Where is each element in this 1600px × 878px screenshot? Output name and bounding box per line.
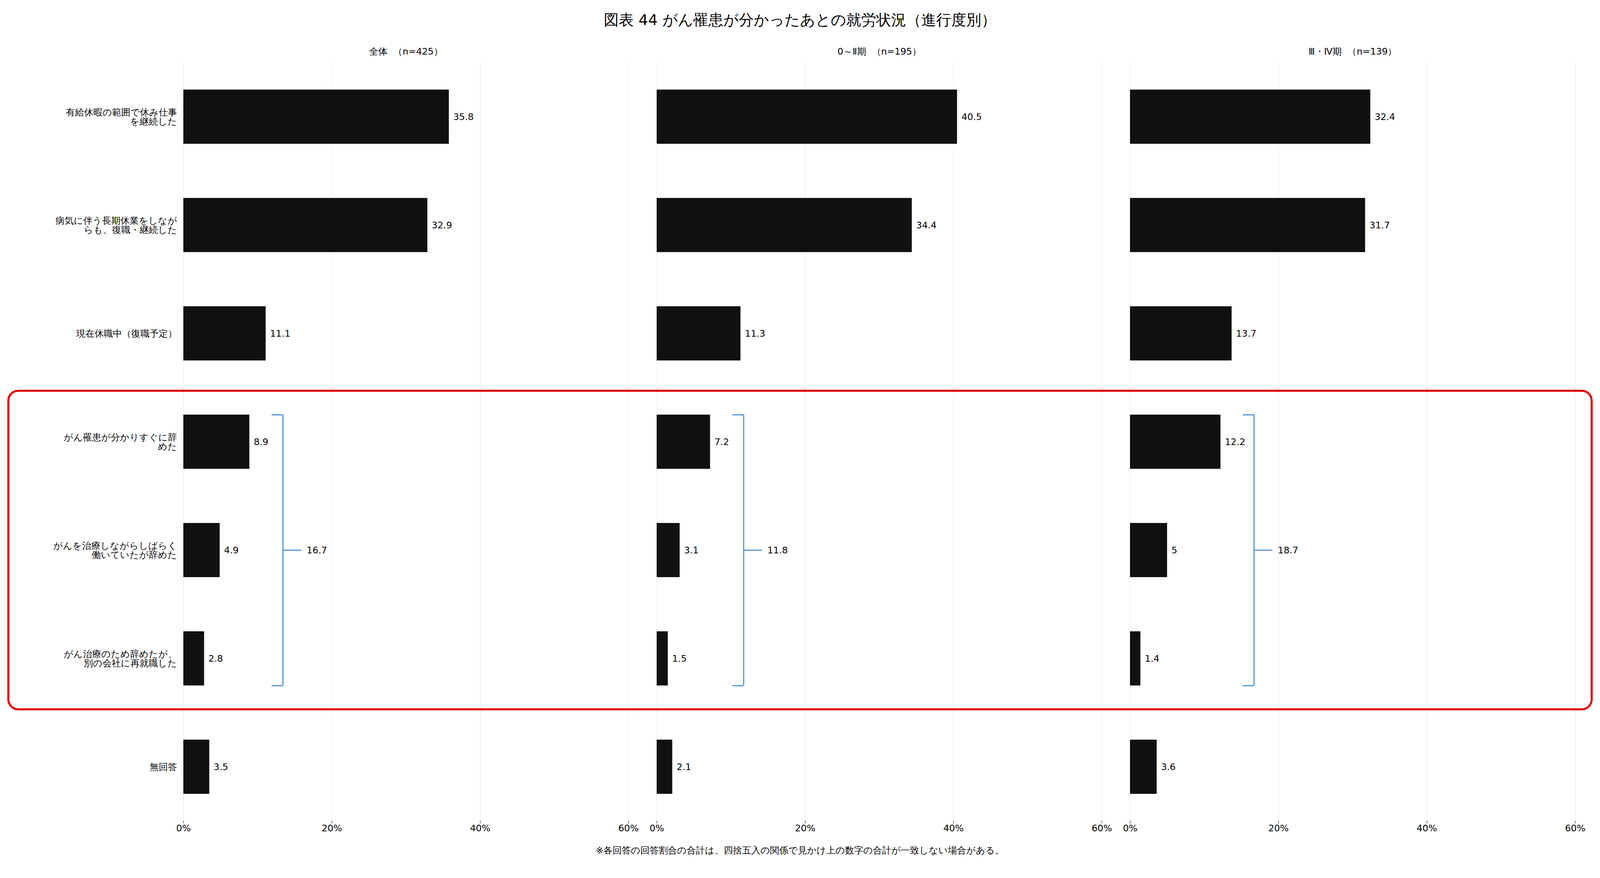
svg-text:0%: 0%	[649, 822, 665, 834]
svg-text:5: 5	[1171, 545, 1178, 556]
svg-text:40%: 40%	[1416, 822, 1438, 834]
svg-text:60%: 60%	[1091, 822, 1113, 834]
svg-text:20%: 20%	[321, 822, 343, 834]
svg-text:0%: 0%	[176, 822, 191, 834]
svg-text:11.8: 11.8	[767, 545, 788, 556]
html-text:図表 44 がん罹患が分かったあとの就労状況（進行度別）: 図表 44 がん罹患が分かったあとの就労状況（進行度別）	[603, 11, 997, 29]
svg-text:35.8: 35.8	[453, 111, 474, 123]
svg-text:全体 （n=425）: 全体 （n=425）	[369, 46, 443, 57]
svg-text:13.7: 13.7	[1235, 328, 1257, 339]
html-text:※各回答の回答割合の合計は、四捨五入の関係で見かけ上の数字の: ※各回答の回答割合の合計は、四捨五入の関係で見かけ上の数字の合計が一致しない場合…	[595, 845, 1005, 856]
svg-text:0～Ⅱ期 （n=195）: 0～Ⅱ期 （n=195）	[837, 46, 922, 57]
svg-text:12.2: 12.2	[1225, 436, 1246, 448]
svg-text:Ⅲ・Ⅳ期 （n=139）: Ⅲ・Ⅳ期 （n=139）	[1308, 46, 1398, 57]
svg-text:60%: 60%	[618, 822, 639, 834]
svg-text:3.1: 3.1	[684, 545, 699, 556]
svg-text:がん治療のため辞めたが、別の会社に再就職した: がん治療のため辞めたが、別の会社に再就職した	[63, 648, 178, 669]
svg-text:60%: 60%	[1565, 822, 1586, 834]
svg-text:34.4: 34.4	[916, 220, 937, 231]
svg-text:有給休暇の範囲で休み仕事を継続した: 有給休暇の範囲で休み仕事を継続した	[65, 107, 178, 127]
svg-text:40%: 40%	[943, 822, 964, 834]
svg-text:3.6: 3.6	[1161, 761, 1176, 773]
svg-text:18.7: 18.7	[1277, 545, 1299, 556]
svg-text:病気に伴う長期休業をしながらも、復職・継続した: 病気に伴う長期休業をしながらも、復職・継続した	[55, 215, 178, 235]
svg-text:現在休職中（復職予定）: 現在休職中（復職予定）	[76, 328, 178, 339]
svg-text:2.1: 2.1	[676, 761, 692, 773]
svg-text:3.5: 3.5	[213, 761, 229, 773]
svg-text:32.9: 32.9	[431, 220, 453, 231]
svg-text:1.4: 1.4	[1144, 653, 1160, 664]
svg-text:0%: 0%	[1122, 822, 1138, 834]
svg-text:がんを治療しながらしばらく働いていたが辞めた: がんを治療しながらしばらく働いていたが辞めた	[53, 540, 178, 560]
svg-text:40.5: 40.5	[961, 111, 982, 123]
svg-text:40%: 40%	[470, 822, 491, 834]
svg-text:7.2: 7.2	[714, 436, 730, 448]
svg-text:16.7: 16.7	[306, 545, 328, 556]
svg-text:1.5: 1.5	[672, 653, 687, 664]
svg-text:8.9: 8.9	[253, 436, 269, 448]
svg-text:がん罹患が分かりすぐに辞めた: がん罹患が分かりすぐに辞めた	[63, 432, 178, 452]
svg-text:11.3: 11.3	[745, 328, 766, 339]
svg-text:11.1: 11.1	[270, 328, 291, 339]
svg-text:32.4: 32.4	[1374, 111, 1395, 123]
svg-text:無回答: 無回答	[149, 761, 178, 773]
svg-text:20%: 20%	[1268, 822, 1289, 834]
svg-text:4.9: 4.9	[224, 545, 239, 556]
svg-text:20%: 20%	[795, 822, 816, 834]
svg-text:31.7: 31.7	[1369, 220, 1390, 231]
svg-text:2.8: 2.8	[208, 653, 223, 664]
